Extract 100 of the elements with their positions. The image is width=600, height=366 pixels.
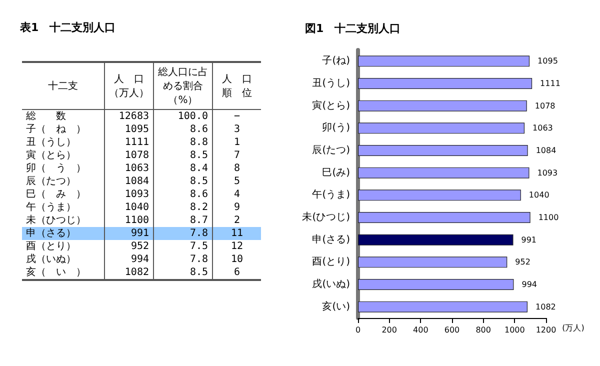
data-label: 1040 — [528, 190, 550, 200]
data-label: 100.0 — [154, 110, 212, 123]
x-axis-title: (万人) — [562, 324, 584, 332]
y-tick-label: 戌(いぬ) — [312, 278, 350, 290]
data-label: 1084 — [104, 175, 154, 188]
y-tick-label: 未(ひつじ) — [302, 211, 350, 223]
x-tick-label: 1000 — [504, 326, 525, 334]
data-label: 1084 — [536, 146, 556, 155]
y-tick-label: 酉(とり) — [312, 256, 350, 268]
data-label: 1063 — [104, 162, 154, 175]
data-label: 2 — [212, 214, 261, 227]
x-tick-label: 0 — [355, 326, 361, 334]
data-label: 8.5 — [154, 149, 212, 162]
x-tick-label: 200 — [382, 326, 397, 334]
text: 人 口順 位 — [222, 73, 252, 100]
text: 表1 十二支別人口 — [20, 20, 117, 35]
x-tick-label: 1200 — [536, 326, 556, 334]
data-label: 1078 — [534, 101, 556, 110]
bar — [358, 256, 508, 268]
data-label: 12683 — [104, 110, 154, 123]
bar — [358, 190, 521, 201]
data-label: 1063 — [532, 124, 553, 133]
bar — [358, 279, 514, 290]
data-label: − — [212, 110, 261, 123]
data-label: 7.8 — [154, 227, 212, 240]
bar — [358, 78, 532, 89]
category-label: 亥（ い ） — [25, 266, 87, 280]
data-label: 8.8 — [154, 136, 212, 149]
bar — [358, 122, 525, 134]
data-label: 1040 — [104, 201, 154, 214]
data-label: 952 — [515, 258, 530, 267]
data-label: 1082 — [104, 266, 154, 280]
bar — [358, 167, 530, 178]
y-tick-label: 亥(い) — [322, 300, 350, 312]
category-label: 総 数 — [25, 110, 67, 123]
data-label: 1078 — [104, 149, 154, 162]
bar — [358, 212, 530, 223]
data-label: 952 — [104, 240, 154, 253]
y-tick-label: 辰(たつ) — [312, 145, 350, 156]
data-label: 8.6 — [154, 188, 212, 201]
y-tick-label: 申(さる) — [312, 233, 350, 246]
category-label: 寅（とら） — [25, 149, 77, 162]
data-label: 994 — [104, 253, 154, 266]
bar — [358, 301, 528, 312]
chart-title: 図1 十二支別人口 — [305, 22, 401, 35]
bar — [358, 145, 528, 156]
data-label: 1100 — [104, 214, 154, 227]
data-label: 991 — [104, 227, 154, 240]
category-label: 卯（ う ） — [25, 162, 87, 175]
y-tick-label: 丑(うし) — [312, 78, 350, 89]
data-label: 6 — [212, 266, 261, 280]
data-label: 994 — [522, 280, 538, 289]
data-label: 10 — [212, 253, 261, 266]
data-label: 4 — [212, 188, 261, 201]
bar — [358, 234, 514, 246]
text: 総人口に占める割合（%） — [156, 65, 210, 107]
y-tick-label: 卯(う) — [322, 122, 350, 134]
data-label: 991 — [521, 235, 537, 244]
data-label: 1093 — [104, 188, 154, 201]
category-label: 子（ ね ） — [25, 123, 87, 136]
bar — [358, 100, 527, 112]
data-label: 7.5 — [154, 240, 212, 253]
data-label: 7.8 — [154, 253, 212, 266]
data-label: 8.5 — [154, 175, 212, 188]
y-tick-label: 午(うま) — [312, 188, 350, 201]
x-tick-label: 800 — [476, 326, 491, 334]
category-label: 未（ひつじ） — [25, 214, 87, 227]
data-label: 8.7 — [154, 214, 212, 227]
data-label: 5 — [212, 175, 261, 188]
y-tick-label: 子(ね) — [322, 56, 350, 67]
data-label: 1 — [212, 136, 261, 149]
data-label: 1100 — [538, 213, 559, 222]
data-label: 8.4 — [154, 162, 212, 175]
category-label: 丑（うし） — [25, 136, 77, 149]
y-tick-label: 寅(とら) — [312, 99, 350, 112]
data-label: 1111 — [104, 136, 154, 149]
y-tick-label: 巳(み) — [322, 167, 350, 178]
data-label: 8.5 — [154, 266, 212, 280]
data-label: 8.6 — [154, 123, 212, 136]
data-label: 9 — [212, 201, 261, 214]
data-label: 8 — [212, 162, 261, 175]
data-label: 1082 — [536, 302, 556, 312]
bar — [358, 56, 530, 67]
category-label: 酉（とり） — [25, 240, 77, 253]
data-label: 1111 — [540, 79, 560, 88]
data-label: 11 — [212, 227, 261, 240]
data-label: 7 — [212, 149, 261, 162]
category-label: 巳（ み ） — [25, 188, 87, 201]
category-label: 辰（たつ） — [25, 175, 77, 188]
data-label: 3 — [212, 123, 261, 136]
data-label: 12 — [212, 240, 261, 253]
text: 人 口（万人） — [109, 73, 149, 100]
category-label: 午（うま） — [25, 201, 77, 214]
data-label: 1095 — [104, 123, 154, 136]
text: 十二支 — [22, 62, 104, 110]
x-tick-label: 600 — [444, 326, 460, 334]
data-label: 1095 — [538, 56, 558, 66]
data-label: 1093 — [537, 168, 558, 178]
data-label: 8.2 — [154, 201, 212, 214]
row-highlight: 申（さる） 991 7.8 11 — [22, 227, 261, 240]
